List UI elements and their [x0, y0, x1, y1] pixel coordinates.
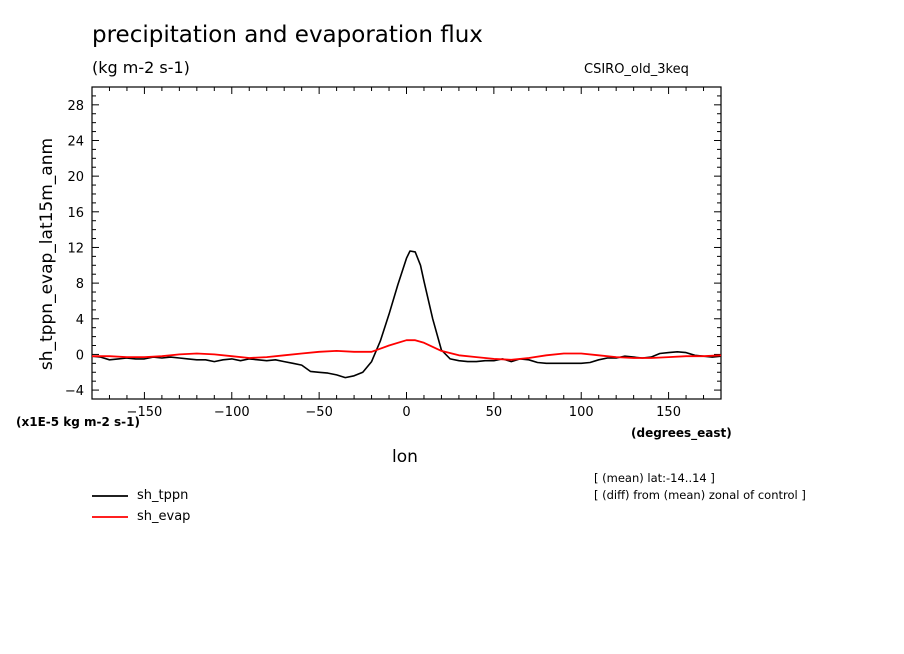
x-tick-label: −100 — [214, 405, 250, 420]
x-axis-units: (degrees_east) — [631, 426, 732, 440]
legend-label-sh-evap: sh_evap — [137, 509, 191, 524]
x-axis-label: lon — [392, 447, 418, 467]
note-mean-lat: [ (mean) lat:-14..14 ] — [594, 471, 715, 485]
axes-group: −150 −100 −50 0 50 100 150 −4 0 4 8 12 16 20 24 28 — [65, 86, 722, 420]
y-tick-label: 20 — [67, 170, 84, 185]
chart-subtitle: (kg m-2 s-1) — [92, 58, 190, 77]
y-tick-label: 28 — [67, 99, 84, 114]
series-line-sh-tppn — [91, 250, 722, 379]
y-tick-label: 16 — [67, 206, 84, 221]
x-tick-label: −150 — [127, 405, 163, 420]
model-label: CSIRO_old_3keq — [584, 62, 689, 77]
y-tick-label: 4 — [76, 313, 84, 328]
x-tick-label: 150 — [656, 405, 681, 420]
x-tick-label: 50 — [486, 405, 503, 420]
series-line-sh-evap — [92, 339, 722, 361]
y-tick-label: 24 — [67, 134, 84, 149]
y-tick-label: 0 — [76, 348, 84, 363]
y-tick-label: 8 — [76, 277, 84, 292]
y-tick-label: −4 — [65, 384, 84, 399]
note-diff: [ (diff) from (mean) zonal of control ] — [594, 488, 806, 502]
legend-group — [92, 495, 128, 518]
x-tick-label: 100 — [569, 405, 594, 420]
plot-frame — [91, 86, 722, 400]
legend-label-sh-tppn: sh_tppn — [137, 488, 189, 503]
y-scale-note: (x1E-5 kg m-2 s-1) — [16, 415, 140, 429]
series-group — [91, 250, 722, 379]
x-tick-label: −50 — [305, 405, 332, 420]
chart-title: precipitation and evaporation flux — [92, 22, 483, 48]
y-tick-label: 12 — [67, 241, 84, 256]
x-tick-label: 0 — [402, 405, 410, 420]
